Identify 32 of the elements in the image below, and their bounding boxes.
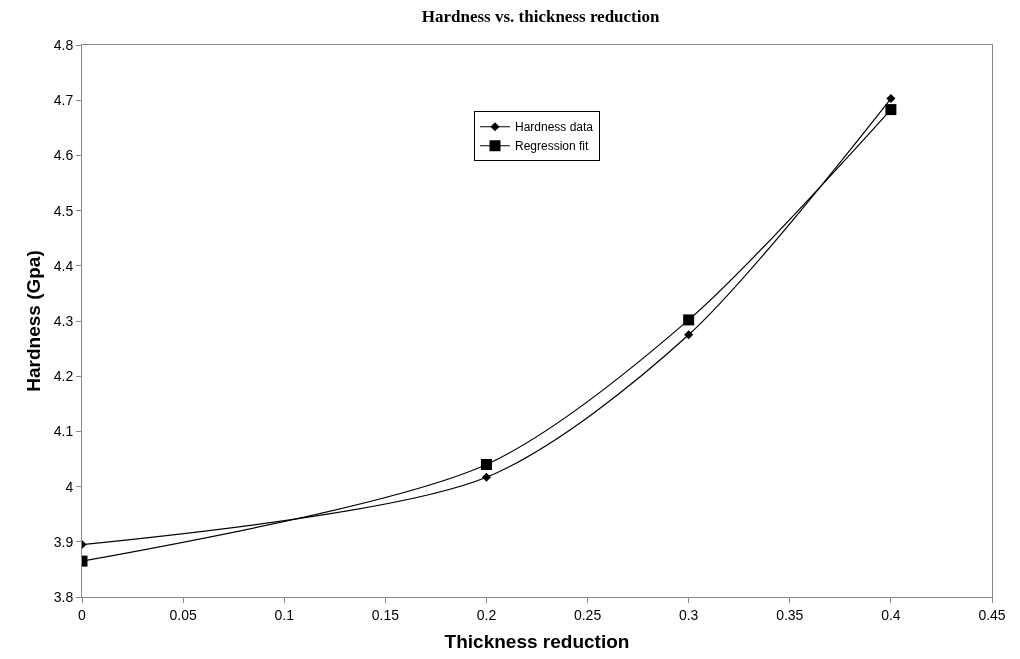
y-tick-label: 4 <box>65 478 74 495</box>
y-tick-label: 4.2 <box>53 368 74 385</box>
y-tick-label: 4.1 <box>53 423 74 440</box>
point <box>481 472 491 482</box>
y-tick-label: 4.7 <box>53 92 74 109</box>
point <box>683 314 695 326</box>
y-tick-label: 4.3 <box>53 312 74 329</box>
point <box>684 330 694 340</box>
y-tick-label: 3.9 <box>53 533 74 550</box>
y-tick-label: 3.8 <box>53 588 74 605</box>
y-tick-label: 4.5 <box>53 202 74 219</box>
x-tick-label: 0.35 <box>776 606 804 623</box>
point <box>885 104 897 116</box>
y-tick-label: 4.6 <box>53 147 74 164</box>
x-tick-label: 0.25 <box>573 606 602 623</box>
x-tick-label: 0.15 <box>371 606 400 623</box>
x-tick-label: 0.3 <box>678 606 699 623</box>
y-tick-label: 4.4 <box>53 257 74 274</box>
chart-title: Hardness vs. thickness reduction <box>421 6 660 26</box>
x-tick-label: 0.05 <box>169 606 197 623</box>
point <box>480 459 492 471</box>
y-tick-label: 4.8 <box>53 36 74 53</box>
y-axis-title: Hardness (Gpa) <box>22 250 44 392</box>
x-tick-label: 0.4 <box>881 606 901 623</box>
x-tick-label: 0 <box>78 606 87 623</box>
legend-label: Hardness data <box>515 120 594 135</box>
legend-label: Regression fit <box>515 139 590 154</box>
x-tick-label: 0.2 <box>476 606 497 623</box>
x-axis-title: Thickness reduction <box>444 630 630 652</box>
x-tick-label: 0.1 <box>274 606 295 623</box>
point <box>886 93 896 104</box>
x-tick-label: 0.45 <box>978 606 1006 623</box>
